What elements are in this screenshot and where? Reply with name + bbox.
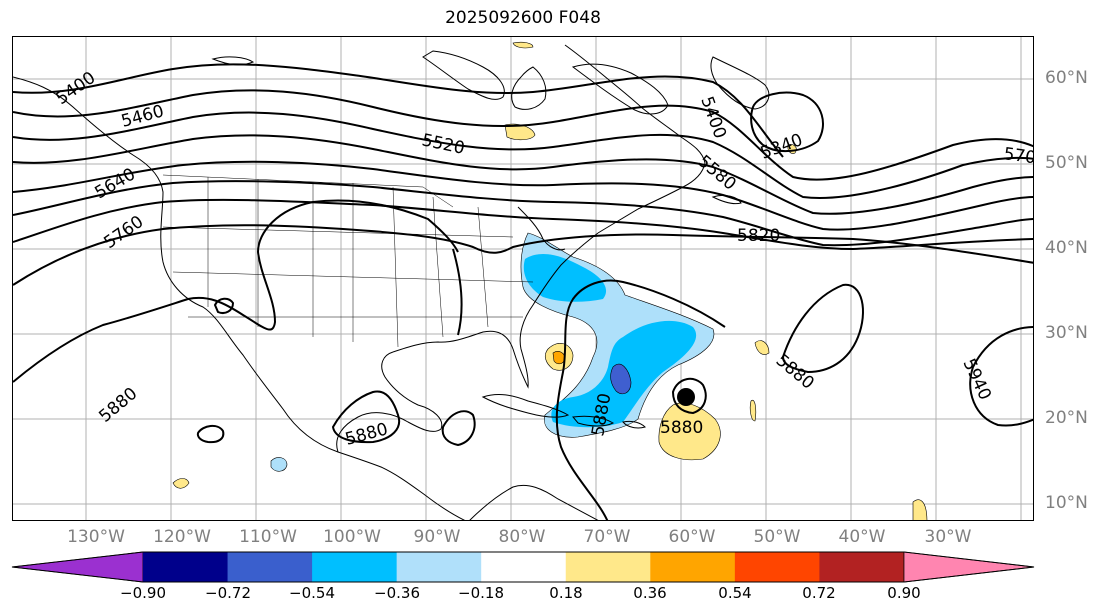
graticule	[13, 37, 1033, 520]
colorbar-swatch	[734, 552, 820, 582]
colorbar-extend-low	[11, 551, 144, 583]
lon-label: 90°W	[413, 527, 461, 547]
contour-small-pac	[196, 425, 225, 444]
colorbar-swatch	[565, 552, 651, 582]
contour-label: 5880	[343, 419, 390, 450]
contour-5400	[13, 63, 784, 158]
contour-label: 5940	[958, 356, 994, 404]
colorbar-swatches	[11, 551, 1035, 583]
colorbar-tick: 0.72	[802, 584, 836, 602]
contour-5880-gulf	[331, 390, 401, 444]
colorbar-swatch	[481, 552, 567, 582]
colorbar-tick: 0.90	[887, 584, 921, 602]
contour-5820	[13, 224, 1033, 286]
shading-yellow-atl-1	[754, 340, 770, 355]
contour-5520	[13, 111, 1033, 199]
colorbar-tick: −0.90	[120, 584, 166, 602]
shading-yellow-east	[658, 402, 721, 461]
contour-label: 5520	[420, 130, 466, 159]
shading-blue-core	[610, 363, 632, 394]
shading-yellow-pac	[172, 478, 190, 489]
storm-center-marker	[677, 388, 695, 406]
contour-label: 5880	[772, 351, 818, 394]
colorbar-tick: −0.54	[289, 584, 335, 602]
lon-label: 50°W	[753, 527, 801, 547]
height-contours	[13, 63, 1033, 520]
contour-label: 5820	[737, 226, 780, 246]
colorbar	[11, 551, 1035, 583]
contour-5640	[13, 160, 1033, 231]
contour-5580	[13, 134, 1033, 215]
lon-label: 100°W	[323, 527, 381, 547]
contour-storm-ring	[671, 377, 707, 415]
contour-label: 5700	[1002, 144, 1034, 170]
shading-yellow-atl-2	[749, 399, 757, 422]
contour-5940	[969, 326, 1033, 427]
lon-label: 120°W	[153, 527, 211, 547]
contour-small-baja	[213, 297, 235, 314]
shading-yellow-se	[912, 499, 928, 520]
colorbar-swatch	[312, 552, 398, 582]
contour-5880-west	[13, 199, 459, 383]
contour-5880-carib	[441, 410, 476, 447]
contour-5760	[13, 198, 1033, 251]
colorbar-tick: −0.18	[458, 584, 504, 602]
map-title: 2025092600 F048	[445, 8, 601, 28]
lon-label: 30°W	[924, 527, 972, 547]
lon-label: 60°W	[668, 527, 716, 547]
lon-label: 80°W	[498, 527, 546, 547]
state-borders	[162, 174, 534, 348]
contour-5340-low	[750, 91, 824, 153]
contour-5880-main	[555, 279, 726, 520]
contour-5460	[13, 89, 1033, 181]
map-panel: 5400 5460 5520 5640 5760 5880 5880 5880 …	[12, 36, 1034, 521]
lat-label: 20°N	[1045, 408, 1088, 428]
shading-yellow-labrador	[504, 123, 536, 141]
colorbar-tick: 0.36	[633, 584, 667, 602]
lat-label: 10°N	[1045, 493, 1088, 513]
colorbar-outline	[11, 551, 1035, 583]
colorbar-tick: 0.54	[718, 584, 752, 602]
contour-5820-ridge	[452, 248, 463, 336]
colorbar-tick: −0.36	[374, 584, 420, 602]
colorbar-swatch	[819, 552, 905, 582]
anomaly-shading	[172, 41, 928, 520]
map-canvas: 5400 5460 5520 5640 5760 5880 5880 5880 …	[13, 37, 1034, 520]
shading-cyan-north	[523, 253, 607, 302]
contour-5700	[13, 180, 1033, 247]
lat-label: 40°N	[1045, 238, 1088, 258]
lat-label: 50°N	[1045, 153, 1088, 173]
shading-yellow-labrador-2	[512, 41, 534, 49]
lat-label: 30°N	[1045, 323, 1088, 343]
shading-lightblue-pac	[270, 457, 288, 472]
colorbar-tick: −0.72	[205, 584, 251, 602]
contour-label: 5400	[696, 94, 730, 141]
contour-label: 5400	[52, 68, 99, 109]
colorbar-swatch	[227, 552, 313, 582]
lon-label: 110°W	[239, 527, 297, 547]
lon-label: 40°W	[838, 527, 886, 547]
colorbar-tick: 0.18	[549, 584, 583, 602]
contour-label: 5880	[660, 418, 703, 438]
contour-label: 5640	[92, 164, 139, 203]
colorbar-swatch	[143, 552, 229, 582]
lon-label: 130°W	[67, 527, 125, 547]
contour-5880-east	[781, 283, 864, 374]
contour-label: 5760	[100, 212, 147, 253]
lon-label: 70°W	[583, 527, 631, 547]
colorbar-swatch	[650, 552, 736, 582]
lat-label: 60°N	[1045, 68, 1088, 88]
colorbar-extend-high	[903, 551, 1035, 583]
contour-label: 5880	[95, 384, 141, 427]
colorbar-swatch	[396, 552, 482, 582]
